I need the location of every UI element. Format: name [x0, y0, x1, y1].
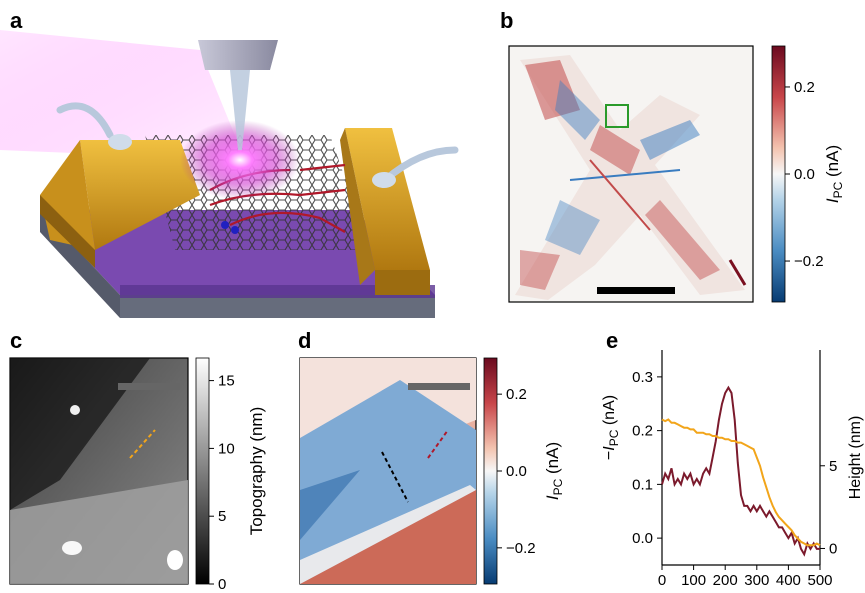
- colorbar-b-ticks: 0.2 0.0 −0.2: [785, 79, 824, 270]
- panel-letter-c: c: [10, 328, 23, 353]
- y-tick-label-right: 5: [829, 458, 837, 475]
- x-tick-label: 100: [681, 572, 706, 589]
- panel-letter-b: b: [500, 8, 514, 33]
- y-tick-label-left: 0.0: [632, 530, 653, 547]
- x-tick-label: 0: [658, 572, 666, 589]
- x-tick-label: 200: [713, 572, 738, 589]
- y-axis-label-right: Height (nm): [847, 416, 864, 500]
- series-height: [661, 418, 821, 547]
- scale-bar-d: [408, 383, 470, 390]
- laser-beam: [0, 30, 245, 160]
- colorbar-tick-label: 0: [218, 576, 226, 593]
- x-tick-label: 300: [744, 572, 769, 589]
- colorbar-d-label: IPC (nA): [543, 442, 565, 500]
- y-tick-label-left: 0.2: [632, 423, 653, 440]
- scale-bar-c: [118, 383, 180, 390]
- colorbar-d-ticks: 0.2 0.0 −0.2: [497, 386, 536, 557]
- colorbar-b-label: IPC (nA): [823, 145, 845, 203]
- colorbar-c-ticks: 15 10 5 0: [209, 373, 235, 593]
- afm-tip: [230, 70, 250, 150]
- colorbar-tick-label: 15: [218, 373, 235, 390]
- colorbar-tick-label: 10: [218, 440, 235, 457]
- colorbar-c: [195, 357, 210, 585]
- profile-line-d-red: [427, 429, 449, 459]
- panel-b: [508, 45, 786, 303]
- y-tick-label-left: 0.1: [632, 476, 653, 493]
- colorbar-tick-label: 0.0: [506, 463, 527, 480]
- colorbar-tick-label: 0.0: [794, 166, 815, 183]
- panel-letter-a: a: [10, 8, 23, 33]
- laser-spot: [180, 120, 300, 200]
- zoom-box-marker: [605, 104, 629, 128]
- x-tick-label: 500: [807, 572, 832, 589]
- panel-c: [9, 357, 210, 585]
- x-tick-label: 400: [776, 572, 801, 589]
- substrate-front: [120, 295, 435, 318]
- colorbar-tick-label: −0.2: [794, 253, 824, 270]
- colorbar-c-label: Topography (nm): [247, 407, 266, 536]
- afm-cantilever: [198, 40, 278, 70]
- colorbar-tick-label: 0.2: [794, 79, 815, 96]
- gold-electrode-right: [345, 128, 430, 270]
- series-photocurrent: [661, 385, 820, 557]
- colorbar-tick-label: −0.2: [506, 540, 536, 557]
- y-tick-label-left: 0.3: [632, 369, 653, 386]
- y-axis-label-left: −IPC (nA): [601, 395, 621, 460]
- panel-letter-e: e: [606, 328, 619, 353]
- panel-letter-d: d: [298, 328, 312, 353]
- profile-line-d-black: [381, 451, 409, 503]
- gold-electrode-left: [80, 140, 200, 250]
- panel-a: [0, 30, 459, 318]
- colorbar-b: [771, 45, 786, 303]
- y-tick-label-right: 0: [829, 540, 837, 557]
- colorbar-tick-label: 0.2: [506, 386, 527, 403]
- panel-d: [299, 357, 498, 585]
- colorbar-tick-label: 5: [218, 508, 226, 525]
- colorbar-d: [483, 357, 498, 585]
- profile-line-c: [129, 429, 156, 459]
- scale-bar-b: [597, 287, 675, 294]
- wire-left: [56, 102, 114, 139]
